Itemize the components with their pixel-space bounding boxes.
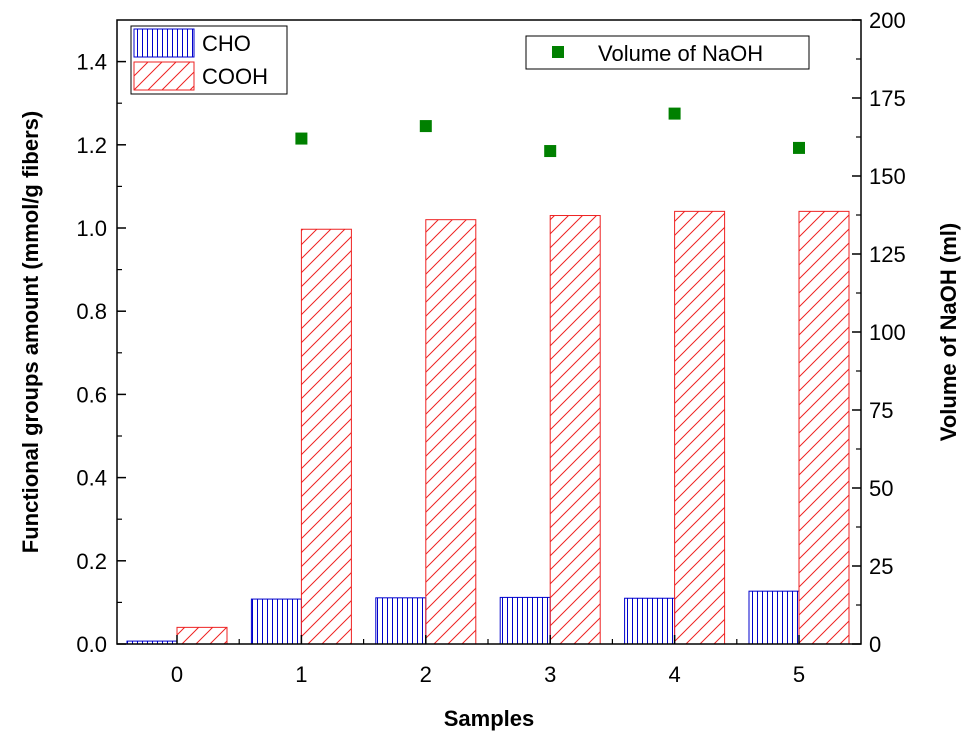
- y-left-tick-label: 0.4: [76, 466, 107, 491]
- y-right-tick-label: 75: [869, 398, 893, 423]
- marker-naoh-sample-2: [419, 120, 432, 133]
- marker-naoh-sample-3: [544, 145, 557, 158]
- y-axis-title-right: Volume of NaOH (ml): [936, 223, 961, 441]
- bar-cooh-sample-4: [674, 210, 726, 645]
- bar-cho-sample-4: [624, 597, 676, 645]
- y-right-tick-label: 150: [869, 164, 906, 189]
- y-right-tick-label: 50: [869, 476, 893, 501]
- bar-cho-sample-1: [250, 598, 302, 645]
- legend-naoh-swatch: [552, 46, 564, 58]
- y-left-tick-label: 1.4: [76, 50, 107, 75]
- x-tick-label: 4: [668, 662, 680, 687]
- legend-naoh-label: Volume of NaOH: [598, 41, 763, 66]
- y-left-tick-label: 0.2: [76, 549, 107, 574]
- bar-cooh-sample-1: [300, 228, 352, 645]
- x-tick-label: 1: [295, 662, 307, 687]
- bar-cooh-sample-0: [176, 626, 228, 645]
- y-right-tick-label: 25: [869, 554, 893, 579]
- marker-naoh-sample-4: [668, 107, 681, 120]
- ticks-layer: 0.00.20.40.60.81.01.21.40255075100125150…: [76, 8, 905, 687]
- y-left-tick-label: 0.6: [76, 382, 107, 407]
- legend-cho-label: CHO: [202, 31, 251, 56]
- marker-naoh-sample-5: [793, 141, 805, 154]
- bar-cooh-sample-3: [549, 215, 601, 645]
- x-axis-title: Samples: [444, 706, 535, 731]
- y-left-tick-label: 1.0: [76, 216, 107, 241]
- bar-cho-sample-2: [375, 597, 427, 645]
- bar-cho-sample-3: [499, 596, 551, 645]
- y-right-tick-label: 0: [869, 632, 881, 657]
- legend-cooh-swatch: [133, 61, 195, 91]
- bar-cooh-sample-2: [425, 219, 477, 645]
- bar-cooh-sample-5: [798, 210, 850, 645]
- legend-cooh-label: COOH: [202, 64, 268, 89]
- y-axis-title-left: Functional groups amount (mmol/g fibers): [18, 111, 43, 553]
- y-right-tick-label: 125: [869, 242, 906, 267]
- bars-layer: [126, 210, 850, 645]
- marker-naoh-sample-1: [295, 132, 308, 145]
- x-tick-label: 2: [420, 662, 432, 687]
- legend-cho-swatch: [133, 28, 195, 58]
- markers-layer: [295, 107, 805, 158]
- y-left-tick-label: 0.8: [76, 299, 107, 324]
- x-tick-label: 5: [793, 662, 805, 687]
- legend-right: Volume of NaOH: [525, 35, 810, 70]
- y-right-tick-label: 175: [869, 86, 906, 111]
- y-left-tick-label: 0.0: [76, 632, 107, 657]
- y-left-tick-label: 1.2: [76, 133, 107, 158]
- x-tick-label: 3: [544, 662, 556, 687]
- y-right-tick-label: 100: [869, 320, 906, 345]
- bar-cho-sample-5: [748, 590, 800, 645]
- plot-area-frame: [116, 19, 862, 645]
- y-right-tick-label: 200: [869, 8, 906, 33]
- legend-left: CHO COOH: [130, 25, 288, 95]
- legend-right-frame: [525, 35, 810, 70]
- x-tick-label: 0: [171, 662, 183, 687]
